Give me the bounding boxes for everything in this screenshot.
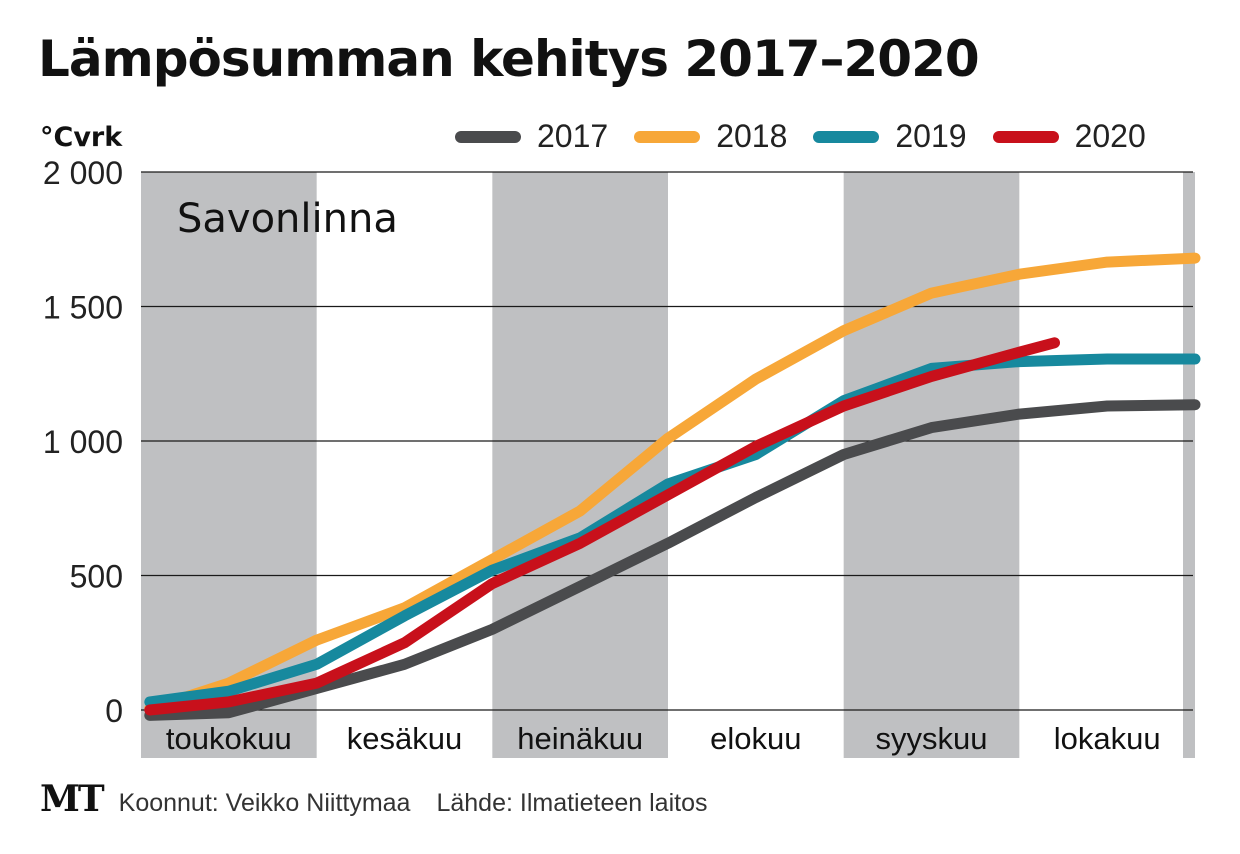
legend-label-2019: 2019 — [895, 118, 967, 154]
legend-label-2017: 2017 — [537, 118, 609, 154]
y-tick-label-2000: 2 000 — [43, 155, 123, 191]
legend-item-2018: 2018 — [634, 118, 787, 155]
month-label-toukokuu: toukokuu — [166, 721, 292, 756]
legend-item-2020: 2020 — [992, 118, 1146, 155]
legend-item-2019: 2019 — [813, 118, 967, 155]
plot-right-edge-band — [1183, 172, 1195, 758]
y-tick-label-500: 500 — [70, 559, 123, 595]
legend-item-2017: 2017 — [455, 118, 608, 155]
y-tick-label-1500: 1 500 — [43, 290, 123, 326]
series-line-2020 — [144, 337, 1060, 716]
mt-logo: MT — [40, 778, 105, 820]
location-annotation: Savonlinna — [177, 196, 398, 242]
month-label-kesäkuu: kesäkuu — [347, 721, 462, 756]
footer: MT Koonnut: Veikko Niittymaa Lähde: Ilma… — [40, 778, 707, 820]
credit-text: Koonnut: Veikko Niittymaa — [118, 789, 411, 817]
legend-swatch-2018 — [634, 130, 701, 143]
series-line-2018 — [144, 252, 1201, 715]
legend-label-2020: 2020 — [1074, 118, 1146, 154]
legend: 2017 2018 2019 2020 — [455, 118, 1146, 155]
legend-swatch-2020 — [992, 130, 1059, 143]
source-text: Lähde: Ilmatieteen laitos — [436, 789, 708, 817]
month-label-lokakuu: lokakuu — [1054, 721, 1161, 756]
month-label-elokuu: elokuu — [710, 721, 801, 756]
series-line-2019 — [144, 353, 1201, 708]
y-tick-label-1000: 1 000 — [43, 424, 123, 460]
month-band-syyskuu — [843, 172, 1020, 758]
month-label-heinäkuu: heinäkuu — [517, 721, 643, 756]
legend-label-2018: 2018 — [716, 118, 788, 154]
legend-swatch-2017 — [455, 130, 521, 143]
y-axis-unit: °Cvrk — [40, 122, 123, 153]
month-label-syyskuu: syyskuu — [876, 721, 988, 756]
y-tick-label-0: 0 — [105, 693, 123, 729]
legend-swatch-2019 — [813, 130, 880, 143]
chart-title: Lämpösumman kehitys 2017–2020 — [38, 30, 980, 88]
